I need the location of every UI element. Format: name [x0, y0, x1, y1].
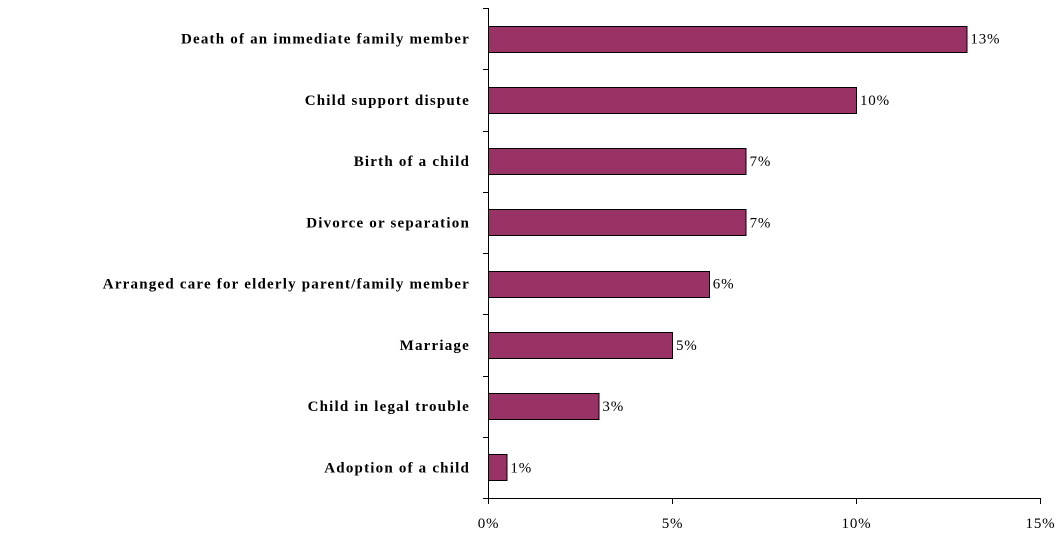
- x-tick-label: 0%: [478, 516, 500, 532]
- labels-group: Death of an immediate family member 13% Ch…: [103, 8, 1056, 532]
- value-label: 6%: [713, 277, 735, 293]
- x-tick-label: 10%: [842, 516, 872, 532]
- value-label: 13%: [970, 32, 1000, 48]
- value-label: 7%: [750, 154, 772, 170]
- axes-group: [488, 8, 1040, 499]
- category-label: Divorce or separation: [306, 215, 470, 231]
- value-label: 1%: [510, 460, 532, 476]
- x-tick-label: 15%: [1026, 516, 1056, 532]
- category-label: Child in legal trouble: [308, 399, 470, 415]
- category-label: Birth of a child: [354, 154, 470, 170]
- bar: [488, 87, 857, 114]
- bar: [488, 393, 600, 420]
- bar: [488, 454, 508, 481]
- category-label: Death of an immediate family member: [181, 32, 470, 48]
- x-tick-label: 5%: [662, 516, 684, 532]
- bar: [488, 332, 673, 359]
- value-label: 7%: [750, 215, 772, 231]
- value-label: 5%: [676, 338, 698, 354]
- category-label: Arranged care for elderly parent/family …: [103, 277, 470, 293]
- bar: [488, 148, 747, 175]
- category-label: Child support dispute: [305, 93, 470, 109]
- value-label: 3%: [602, 399, 624, 415]
- bars-group: [488, 26, 968, 481]
- category-label: Marriage: [400, 338, 470, 354]
- bar: [488, 271, 710, 298]
- category-label: Adoption of a child: [324, 460, 470, 476]
- value-label: 10%: [860, 93, 890, 109]
- bar: [488, 26, 968, 53]
- bar: [488, 209, 747, 236]
